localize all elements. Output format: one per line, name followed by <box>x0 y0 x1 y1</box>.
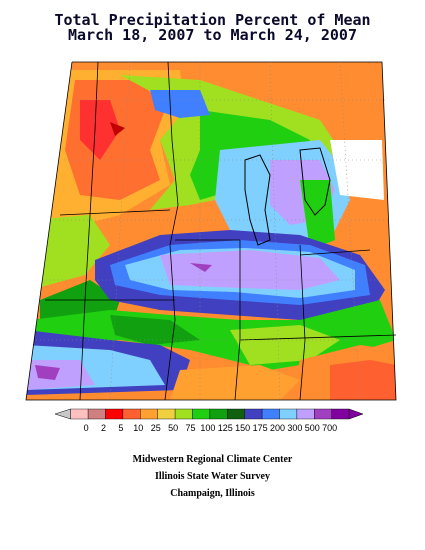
legend-label: 175 <box>253 423 268 433</box>
legend-label: 150 <box>235 423 250 433</box>
legend-swatch <box>105 408 124 420</box>
legend-swatch <box>174 408 193 420</box>
legend-swatch <box>296 408 315 420</box>
legend-swatch <box>244 408 263 420</box>
map-title-line1: Total Precipitation Percent of Mean <box>54 11 371 29</box>
legend-label: 50 <box>168 423 178 433</box>
color-legend: 0 2 5 10 25 50 75 100 125 150 175 200 300 500 700 <box>54 408 364 433</box>
legend-swatch <box>70 408 89 420</box>
legend-under-arrow <box>54 408 71 420</box>
legend-swatch <box>314 408 332 420</box>
credits-line3: Champaign, Illinois <box>170 488 255 499</box>
legend-swatch <box>331 408 350 420</box>
precipitation-map <box>25 61 397 401</box>
legend-over-arrow <box>348 408 364 420</box>
legend-label: 700 <box>322 423 337 433</box>
legend-label: 75 <box>185 423 195 433</box>
legend-label: 25 <box>151 423 161 433</box>
precipitation-field <box>26 62 396 400</box>
legend-swatch <box>140 408 158 420</box>
legend-label: 500 <box>305 423 320 433</box>
legend-swatch <box>192 408 211 420</box>
credits-line2: Illinois State Water Survey <box>155 471 270 482</box>
legend-swatch <box>279 408 298 420</box>
legend-swatch <box>87 408 106 420</box>
legend-swatch <box>209 408 228 420</box>
legend-swatch <box>261 408 280 420</box>
legend-label: 125 <box>218 423 233 433</box>
legend-label: 100 <box>200 423 215 433</box>
legend-swatch <box>157 408 176 420</box>
legend-swatch <box>122 408 141 420</box>
legend-label: 300 <box>287 423 302 433</box>
legend-label: 2 <box>101 423 106 433</box>
legend-swatch <box>227 408 245 420</box>
map-title-line2: March 18, 2007 to March 24, 2007 <box>68 26 357 44</box>
lat-lon-grid <box>36 61 394 401</box>
credits-line1: Midwestern Regional Climate Center <box>132 454 293 465</box>
legend-label: 200 <box>270 423 285 433</box>
legend-label: 0 <box>84 423 89 433</box>
legend-label: 5 <box>118 423 123 433</box>
legend-label: 10 <box>133 423 143 433</box>
